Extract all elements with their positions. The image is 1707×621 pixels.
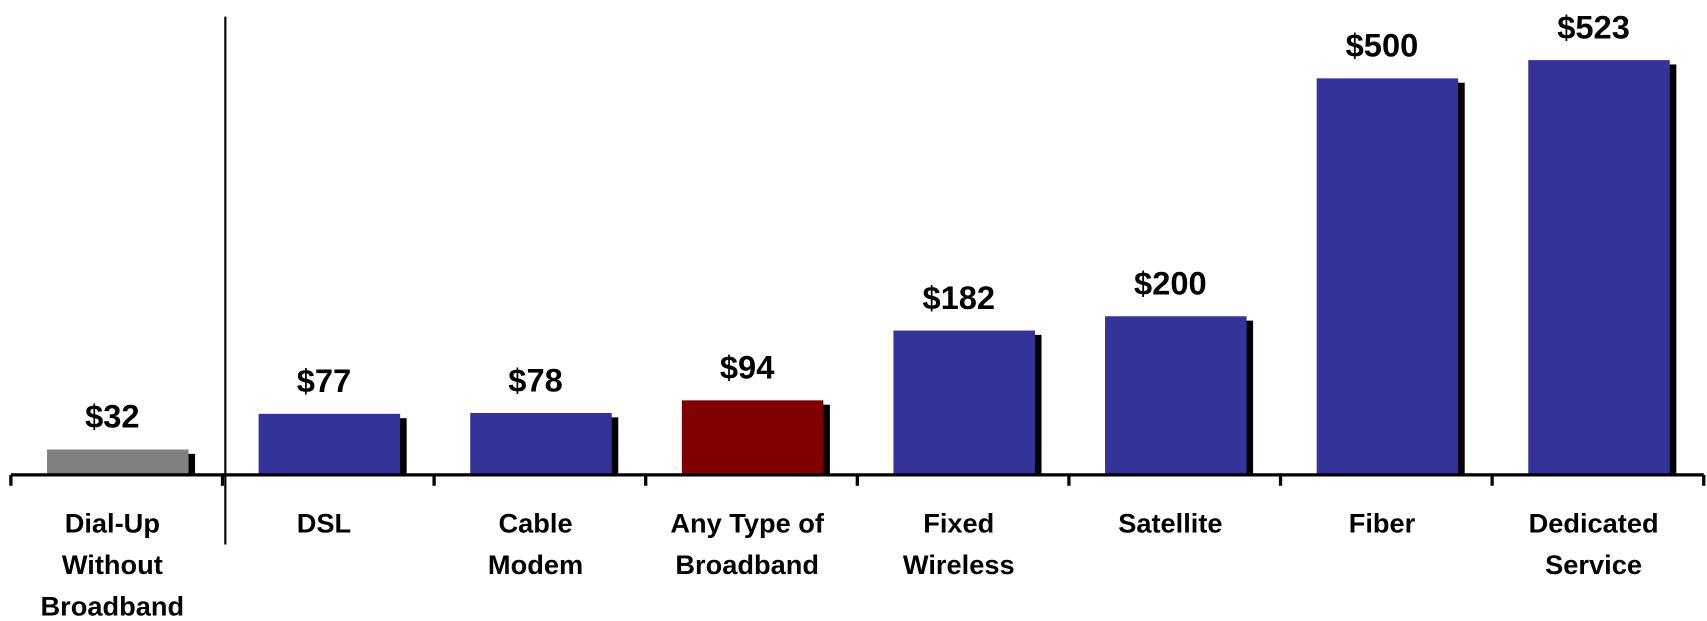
label-line: Modem — [488, 549, 583, 580]
label-line: Without — [62, 549, 163, 580]
label-line: Dial-Up — [65, 508, 160, 539]
value-label: $523 — [1557, 8, 1630, 45]
value-label: $200 — [1134, 264, 1207, 301]
x-tick-label: Any Type of Broadband — [670, 508, 825, 580]
value-label: $182 — [922, 279, 995, 316]
bar — [681, 400, 824, 475]
value-label: $77 — [297, 362, 351, 399]
label-line: Cable — [499, 508, 573, 539]
x-tick-label: DSL — [297, 508, 351, 539]
value-label: $500 — [1346, 27, 1419, 64]
bar — [258, 413, 401, 475]
bar — [893, 330, 1035, 475]
bar — [47, 449, 189, 475]
label-line: Broadband — [41, 590, 185, 621]
x-tick-label: Cable Modem — [488, 508, 583, 580]
value-label: $32 — [85, 398, 139, 435]
label-line: Service — [1545, 549, 1642, 580]
bar — [1528, 60, 1670, 475]
label-line: DSL — [297, 508, 351, 539]
bar — [1316, 78, 1459, 475]
x-tick-label: Dial-Up Without Broadband — [41, 508, 185, 621]
x-tick-label: Satellite — [1118, 508, 1222, 539]
value-label: $94 — [720, 349, 774, 386]
label-line: Wireless — [903, 549, 1015, 580]
x-tick-label: Dedicated Service — [1529, 508, 1659, 580]
label-line: Satellite — [1118, 508, 1222, 539]
x-tick-label: Fiber — [1349, 508, 1416, 539]
label-line: Fiber — [1349, 508, 1416, 539]
label-line: Fixed — [923, 508, 994, 539]
label-line: Any Type of — [670, 508, 825, 539]
bar — [1105, 316, 1247, 475]
value-label: $78 — [508, 361, 562, 398]
bar — [470, 413, 612, 475]
x-tick-label: Fixed Wireless — [903, 508, 1015, 580]
label-line: Dedicated — [1529, 508, 1659, 539]
label-line: Broadband — [675, 549, 819, 580]
